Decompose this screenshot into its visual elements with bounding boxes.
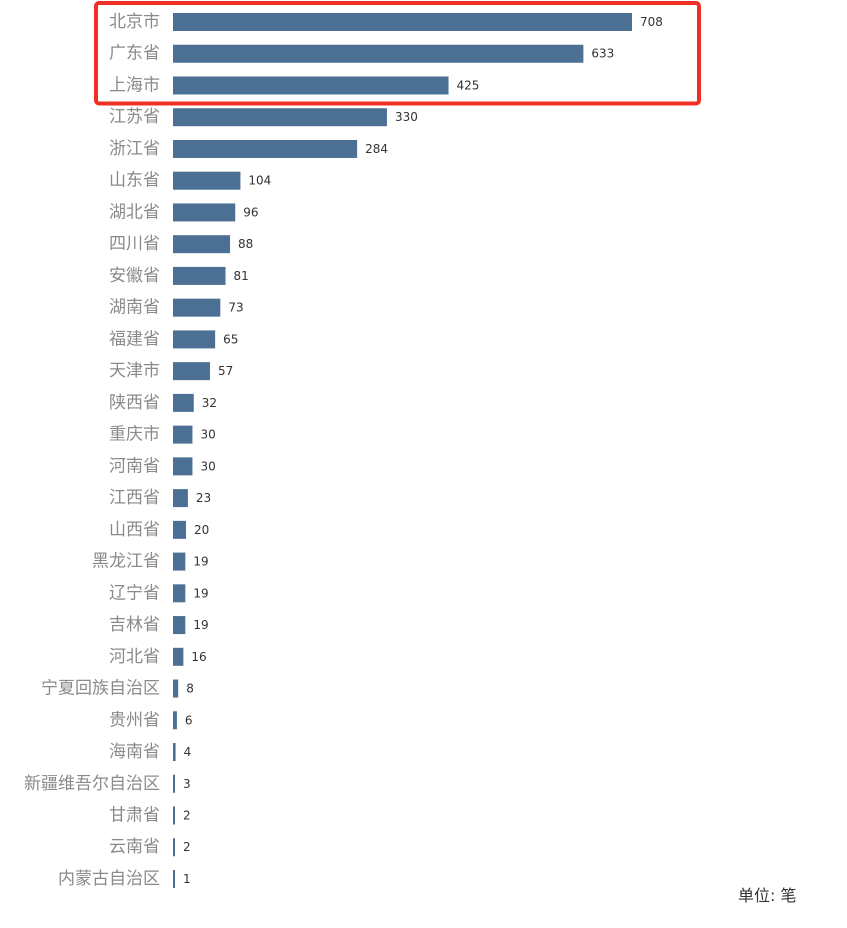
data-label: 425: [457, 78, 480, 92]
data-label: 32: [202, 396, 217, 410]
bar: [173, 679, 179, 698]
category-label: 江西省: [109, 488, 160, 508]
bar: [173, 425, 193, 444]
bar: [173, 44, 584, 63]
category-label: 湖南省: [109, 298, 160, 318]
category-label: 河北省: [109, 647, 160, 667]
data-label: 708: [640, 15, 663, 29]
bar: [173, 76, 449, 95]
data-label: 1: [183, 872, 191, 886]
data-label: 104: [248, 174, 271, 188]
bar: [173, 235, 231, 254]
category-label: 上海市: [109, 75, 160, 95]
unit-label: 单位: 笔: [738, 886, 797, 905]
data-label: 3: [183, 777, 191, 791]
bar: [173, 171, 241, 190]
bar: [173, 393, 194, 412]
bar: [173, 520, 186, 539]
category-label: 新疆维吾尔自治区: [24, 774, 160, 794]
data-label: 96: [243, 205, 258, 219]
data-label: 19: [193, 586, 208, 600]
data-label: 73: [228, 301, 243, 315]
data-label: 6: [185, 713, 193, 727]
data-label: 20: [194, 523, 209, 537]
data-label: 8: [186, 682, 194, 696]
category-label: 宁夏回族自治区: [41, 679, 160, 699]
bar: [173, 362, 210, 381]
bar: [173, 806, 175, 825]
category-label: 黑龙江省: [92, 552, 160, 572]
category-label: 贵州省: [109, 710, 160, 730]
category-label: 河南省: [109, 456, 160, 476]
category-label: 陕西省: [109, 393, 160, 413]
bar: [173, 298, 221, 317]
bar: [173, 743, 176, 762]
data-label: 23: [196, 491, 211, 505]
category-label: 浙江省: [109, 139, 160, 159]
category-label: 江苏省: [109, 107, 160, 127]
data-label: 4: [184, 745, 192, 759]
data-label: 633: [591, 47, 614, 61]
bar: [173, 489, 188, 508]
data-label: 19: [193, 555, 208, 569]
category-label: 天津市: [109, 361, 160, 381]
bar: [173, 647, 184, 666]
data-label: 284: [365, 142, 388, 156]
data-label: 88: [238, 237, 253, 251]
category-label: 北京市: [109, 12, 160, 32]
bar: [173, 711, 177, 730]
bar: [173, 869, 175, 888]
bar: [173, 330, 216, 349]
bar: [173, 457, 193, 476]
data-label: 65: [223, 332, 238, 346]
data-label: 2: [183, 840, 191, 854]
category-label: 内蒙古自治区: [58, 869, 160, 889]
category-label: 广东省: [109, 44, 160, 64]
category-label: 吉林省: [109, 615, 160, 635]
category-label: 福建省: [109, 329, 160, 349]
bar: [173, 616, 186, 635]
bar: [173, 266, 226, 285]
bar: [173, 552, 186, 571]
data-label: 81: [234, 269, 249, 283]
data-label: 330: [395, 110, 418, 124]
category-label: 海南省: [109, 742, 160, 762]
bar: [173, 139, 358, 158]
category-label: 山东省: [109, 171, 160, 191]
highlight-box: [94, 1, 701, 106]
category-label: 安徽省: [109, 266, 160, 286]
bar: [173, 774, 175, 793]
data-label: 19: [193, 618, 208, 632]
category-label: 湖北省: [109, 202, 160, 222]
category-label: 甘肃省: [109, 806, 160, 826]
category-label: 四川省: [109, 234, 160, 254]
category-label: 重庆市: [109, 425, 160, 445]
category-label: 辽宁省: [109, 583, 160, 603]
bar: [173, 13, 632, 31]
data-label: 57: [218, 364, 233, 378]
bar: [173, 838, 175, 857]
bar: [173, 108, 387, 127]
bar: [173, 203, 236, 222]
category-label: 山西省: [109, 520, 160, 540]
data-label: 16: [191, 650, 206, 664]
data-label: 30: [200, 428, 215, 442]
data-label: 2: [183, 809, 191, 823]
bar: [173, 584, 186, 603]
category-label: 云南省: [109, 837, 160, 857]
data-label: 30: [200, 459, 215, 473]
